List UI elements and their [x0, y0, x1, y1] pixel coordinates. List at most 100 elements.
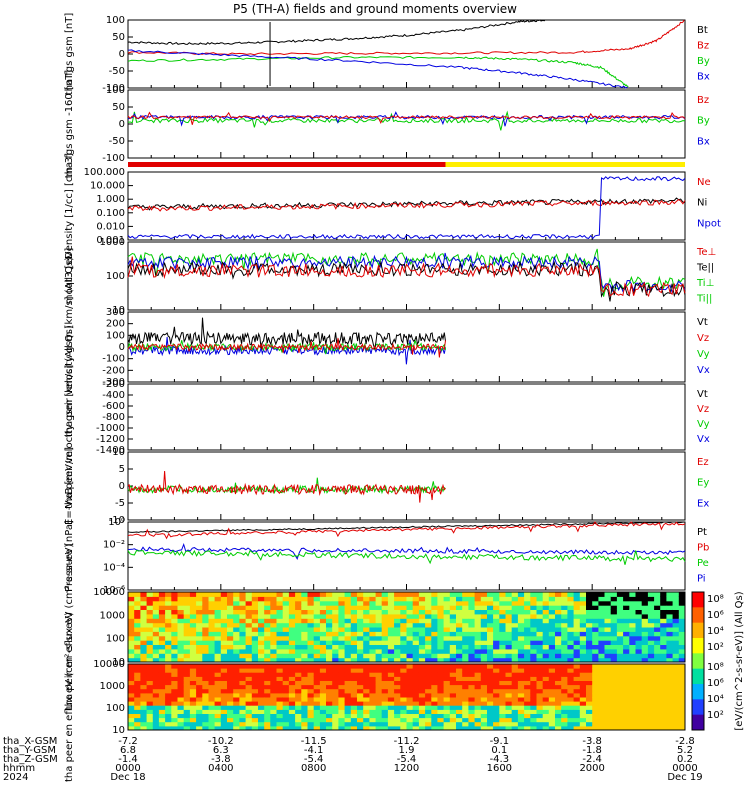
xaxis-value-3-1: 0400 — [208, 763, 233, 774]
heat-cell — [245, 709, 253, 714]
heat-cell — [319, 596, 327, 602]
heat-cell — [189, 684, 197, 690]
heat-cell — [220, 622, 228, 628]
heat-cell — [400, 640, 407, 645]
heat-cell — [524, 613, 531, 619]
heat-cell — [338, 713, 346, 719]
heat-cell — [487, 713, 494, 719]
heat-cell — [474, 697, 482, 702]
heat-cell — [338, 618, 346, 624]
heat-cell — [128, 705, 135, 710]
xaxis-rowname-3: hhmm — [3, 763, 35, 774]
heat-cell — [344, 713, 352, 719]
heat-cell — [592, 618, 599, 624]
heat-cell — [654, 596, 661, 602]
heat-cell — [400, 676, 407, 681]
heat-cell — [542, 596, 550, 602]
heat-cell — [165, 618, 172, 624]
heat-cell — [363, 709, 370, 714]
heat-cell — [128, 692, 135, 698]
heat-cell — [660, 684, 667, 690]
heat-cell — [369, 657, 377, 663]
heat-cell — [666, 721, 674, 727]
heat-cell — [493, 613, 500, 619]
heat-cell — [202, 622, 209, 628]
heat-cell — [233, 592, 240, 597]
heat-cell — [288, 600, 296, 606]
heat-cell — [301, 709, 308, 714]
heat-cell — [449, 680, 457, 686]
heat-cell — [202, 684, 209, 690]
heat-cell — [431, 600, 438, 606]
heat-cell — [610, 631, 618, 637]
heat-cell — [288, 664, 296, 669]
heat-cell — [635, 657, 643, 663]
heat-cell — [313, 605, 321, 610]
heat-cell — [270, 596, 277, 602]
heat-cell — [375, 592, 383, 597]
ytick-label-4-2: 100 — [106, 330, 125, 341]
heat-cell — [245, 653, 253, 659]
legend-6-2: Ex — [697, 498, 709, 509]
heat-cell — [338, 592, 346, 597]
heat-cell — [152, 600, 160, 606]
heat-cell — [517, 664, 525, 669]
heat-cell — [517, 725, 525, 731]
heat-cell — [406, 692, 414, 698]
heat-cell — [140, 709, 148, 714]
heat-cell — [530, 725, 537, 731]
heat-cell — [338, 672, 346, 677]
heat-cell — [629, 684, 636, 690]
heat-cell — [437, 605, 445, 610]
heat-cell — [146, 596, 154, 602]
heat-cell — [158, 648, 166, 654]
heat-cell — [610, 717, 618, 723]
heat-cell — [140, 672, 148, 677]
heat-cell — [350, 605, 358, 610]
heat-cell — [282, 618, 290, 624]
heat-cell — [425, 684, 432, 690]
heat-cell — [530, 680, 537, 686]
heat-cell — [338, 596, 346, 602]
heat-cell — [468, 692, 476, 698]
heat-cell — [220, 705, 228, 710]
ytick-label-4-4: -100 — [102, 354, 125, 365]
series-by-1 — [127, 110, 686, 131]
heat-cell — [604, 613, 612, 619]
heat-cell — [326, 721, 333, 727]
heat-cell — [301, 635, 308, 641]
heat-cell — [449, 692, 457, 698]
heat-cell — [437, 721, 445, 727]
heat-cell — [158, 688, 166, 694]
heat-cell — [449, 705, 457, 710]
ylabel-7: Pressure [nPa] — [64, 520, 75, 592]
heat-cell — [276, 680, 284, 686]
heat-cell — [394, 613, 401, 619]
heat-cell — [511, 600, 519, 606]
heat-cell — [363, 600, 370, 606]
heat-cell — [443, 701, 451, 706]
heat-cell — [264, 596, 271, 602]
heat-cell — [158, 664, 166, 669]
heat-cell — [264, 635, 271, 641]
heat-cell — [189, 680, 197, 686]
heat-cell — [171, 713, 178, 719]
heat-cell — [400, 668, 407, 673]
heat-cell — [499, 653, 506, 659]
heat-cell — [536, 653, 544, 659]
heat-cell — [431, 644, 438, 650]
heat-cell — [666, 717, 674, 723]
heat-cell — [629, 725, 636, 731]
heat-cell — [660, 618, 667, 624]
legend-3-1: Te|| — [696, 263, 714, 274]
xaxis-rowname-4: 2024 — [3, 772, 28, 783]
heat-cell — [480, 635, 488, 641]
heat-cell — [666, 692, 674, 698]
heat-cell — [598, 680, 606, 686]
heat-cell — [288, 721, 296, 727]
heat-cell — [480, 592, 488, 597]
heat-cell — [295, 627, 302, 632]
heat-cell — [654, 725, 661, 731]
heat-cell — [233, 725, 240, 731]
heat-cell — [140, 592, 148, 597]
